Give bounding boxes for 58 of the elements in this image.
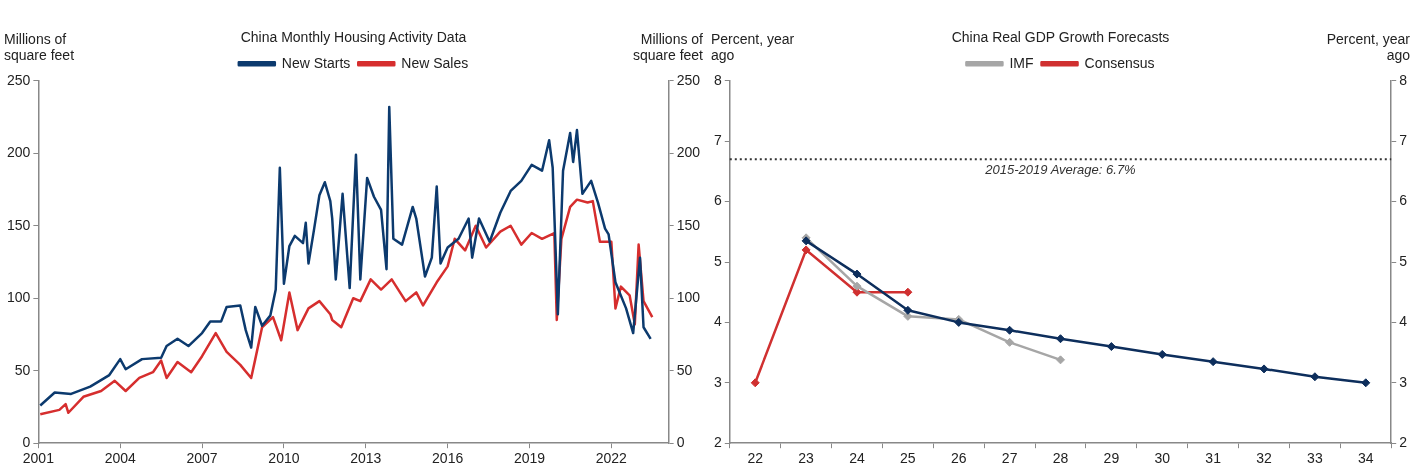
ref-line-label: 2015-2019 Average: 6.7%: [984, 162, 1136, 178]
y-tick-label: 50: [14, 361, 31, 378]
x-tick-label: 33: [1307, 450, 1323, 467]
y-tick-label: 7: [713, 132, 722, 149]
y-tick-label: 3: [713, 373, 722, 390]
chart-title: China Real GDP Growth Forecasts: [951, 29, 1170, 46]
y2-tick-label: 200: [676, 144, 701, 161]
x-tick-label: 29: [1103, 450, 1120, 467]
y2-tick-label: 100: [676, 289, 701, 306]
y-axis-title: Millions of square feet: [4, 30, 75, 63]
x-tick-label: 2010: [268, 450, 300, 467]
x-tick-label: 31: [1205, 450, 1222, 467]
y2-tick-label: 2: [1399, 434, 1408, 451]
y2-tick-label: 3: [1399, 373, 1408, 390]
y-tick-label: 250: [7, 71, 31, 88]
y-tick-label: 6: [713, 192, 722, 209]
x-tick-label: 2022: [595, 450, 628, 467]
y2-tick-label: 6: [1399, 192, 1408, 209]
y2-tick-label: 150: [676, 216, 701, 233]
x-tick-label: 23: [798, 450, 815, 467]
x-tick-label: 22: [747, 450, 764, 467]
x-tick-label: 2004: [104, 450, 136, 467]
y2-tick-label: 4: [1399, 313, 1408, 330]
y2-axis-title: Percent, year ago: [1326, 30, 1411, 63]
y2-tick-label: 5: [1399, 252, 1408, 269]
y-axis-title: Percent, year ago: [711, 30, 795, 63]
y-tick-label: 2: [713, 434, 722, 451]
x-tick-label: 34: [1357, 450, 1374, 467]
y-tick-label: 150: [7, 216, 31, 233]
y2-tick-label: 8: [1399, 71, 1408, 88]
y-tick-label: 8: [713, 71, 722, 88]
chart-title: China Monthly Housing Activity Data: [240, 29, 467, 46]
y-tick-label: 100: [7, 289, 31, 306]
legend-label: New Starts: [281, 54, 351, 71]
y2-tick-label: 250: [676, 71, 701, 88]
y2-tick-label: 7: [1399, 132, 1408, 149]
legend-label: New Sales: [401, 54, 469, 71]
x-tick-label: 26: [950, 450, 967, 467]
x-tick-label: 2007: [186, 450, 218, 467]
legend-label: Consensus: [1084, 54, 1155, 71]
y-tick-label: 200: [7, 144, 31, 161]
x-tick-label: 30: [1154, 450, 1171, 467]
x-tick-label: 2001: [22, 450, 55, 467]
x-tick-label: 2016: [432, 450, 464, 467]
y2-tick-label: 0: [676, 434, 685, 451]
y2-tick-label: 50: [676, 361, 693, 378]
y2-axis-title: Millions of square feet: [632, 30, 704, 63]
y-tick-label: 4: [713, 313, 722, 330]
x-tick-label: 25: [900, 450, 916, 467]
y-tick-label: 0: [22, 434, 31, 451]
x-tick-label: 2013: [350, 450, 382, 467]
y-tick-label: 5: [713, 252, 722, 269]
x-tick-label: 27: [1001, 450, 1018, 467]
x-tick-label: 32: [1256, 450, 1273, 467]
x-tick-label: 24: [849, 450, 865, 467]
x-tick-label: 2019: [513, 450, 546, 467]
legend-label: IMF: [1009, 54, 1034, 71]
x-tick-label: 28: [1052, 450, 1069, 467]
